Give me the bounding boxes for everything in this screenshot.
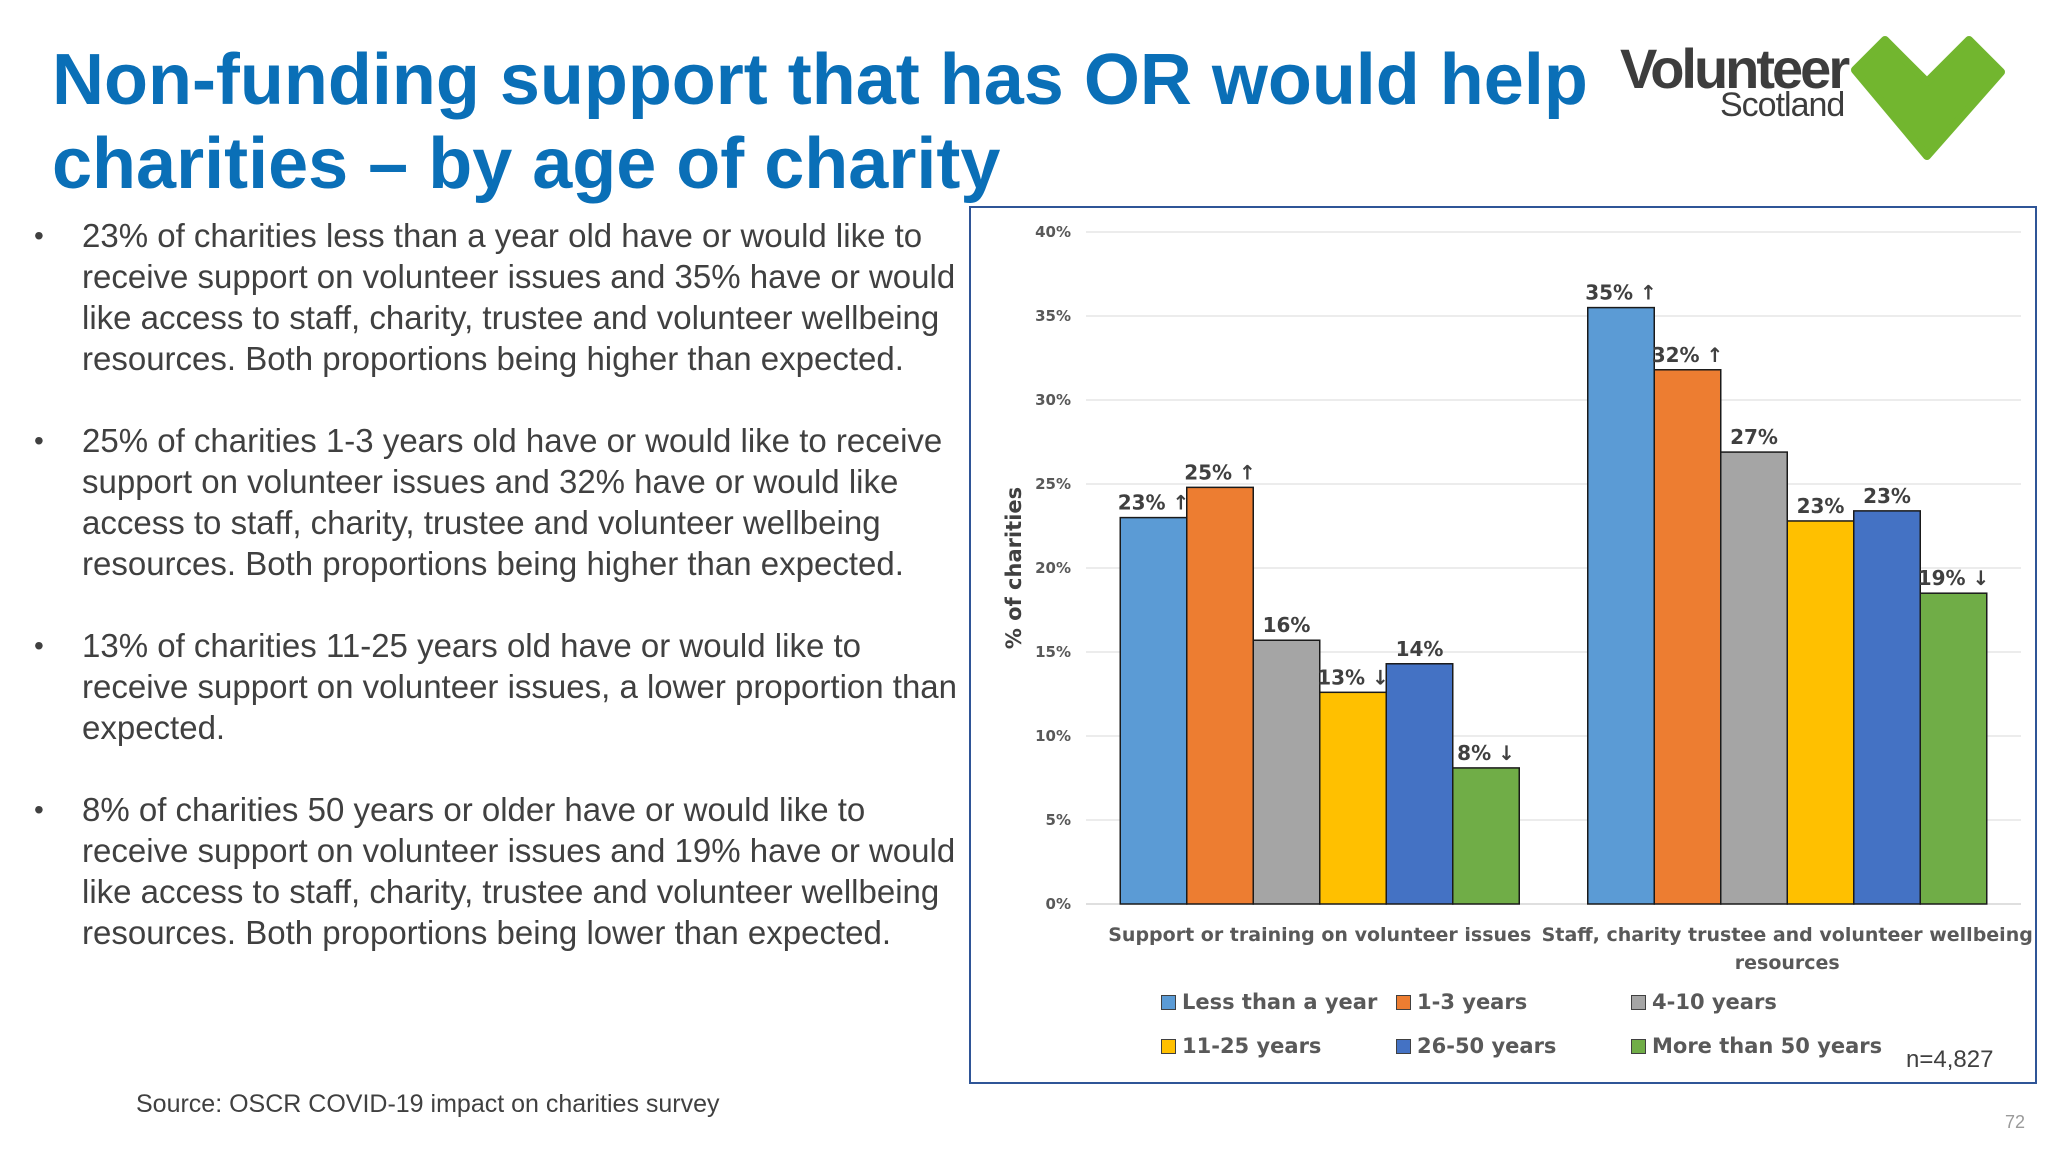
legend-label: More than 50 years <box>1652 1034 1883 1058</box>
legend-label: Less than a year <box>1182 990 1378 1014</box>
bullet-item: • 13% of charities 11-25 years old have o… <box>30 625 960 748</box>
bar <box>1252 639 1321 905</box>
y-tick-label: 20% <box>1035 559 1071 577</box>
y-tick-label: 5% <box>1046 811 1071 829</box>
bar <box>1720 451 1788 905</box>
legend-swatch <box>1631 1038 1646 1054</box>
chart-panel: 0% 5% 10% 15% 20% 25% 30% 35% 40% % of charities 2… <box>969 206 2037 1084</box>
data-label: 19% ↓ <box>1918 566 1990 590</box>
legend-swatch <box>1396 994 1411 1010</box>
y-tick-label: 0% <box>1046 895 1071 913</box>
data-label: 25% ↑ <box>1184 460 1256 484</box>
y-axis-label: % of charities <box>1002 487 1026 649</box>
bullet-item: • 8% of charities 50 years or older have … <box>30 789 960 953</box>
data-label: 13% ↓ <box>1317 665 1389 689</box>
page-number: 72 <box>2005 1112 2026 1132</box>
y-tick-label: 10% <box>1035 727 1071 745</box>
y-tick-label: 15% <box>1035 643 1071 661</box>
legend-swatch <box>1161 1038 1176 1054</box>
y-tick-label: 30% <box>1035 391 1071 409</box>
bullet-item: • 23% of charities less than a year old h… <box>30 215 960 379</box>
legend-label: 11-25 years <box>1182 1034 1322 1058</box>
bar <box>1919 592 1988 905</box>
data-label: 23% <box>1797 494 1845 518</box>
legend-item: 1-3 years <box>1396 990 1527 1014</box>
category-label: Support or training on volunteer issues <box>1108 924 1531 946</box>
y-tick-label: 25% <box>1035 475 1071 493</box>
bar <box>1587 306 1655 905</box>
bullet-text: 23% of charities less than a year old ha… <box>82 217 956 377</box>
bullet-item: • 25% of charities 1-3 years old have or … <box>30 420 960 584</box>
legend-label: 26-50 years <box>1417 1034 1557 1058</box>
data-label: 8% ↓ <box>1457 741 1515 765</box>
data-label: 14% <box>1396 637 1444 661</box>
bar <box>1653 369 1722 905</box>
bullet-marker: • <box>34 630 44 661</box>
logo-text-volunteer: Volunteer <box>1620 37 1850 100</box>
legend-swatch <box>1396 1038 1411 1054</box>
data-label: 27% <box>1730 425 1778 449</box>
data-label: 16% <box>1263 613 1311 637</box>
data-label: 35% ↑ <box>1585 281 1657 305</box>
heart-check-icon <box>1851 36 2005 160</box>
bar <box>1319 691 1387 905</box>
category-label: Staff, charity trustee and volunteer wel… <box>1542 924 2033 946</box>
bullet-list: • 23% of charities less than a year old h… <box>30 215 960 994</box>
source-note: Source: OSCR COVID-19 impact on charitie… <box>136 1090 720 1118</box>
bullet-text: 8% of charities 50 years or older have o… <box>82 791 956 951</box>
sample-size: n=4,827 <box>1906 1046 1994 1073</box>
y-tick-label: 35% <box>1035 307 1071 325</box>
page-title: Non-funding support that has OR would he… <box>52 40 1588 204</box>
bar <box>1452 767 1520 905</box>
bullet-marker: • <box>34 425 44 456</box>
bullet-text: 13% of charities 11-25 years old have or… <box>82 627 957 746</box>
bar <box>1119 516 1188 905</box>
bar-chart: 0% 5% 10% 15% 20% 25% 30% 35% 40% % of charities 2… <box>1002 223 2033 974</box>
y-tick-label: 40% <box>1035 223 1071 241</box>
volunteer-scotland-logo: Volunteer Scotland <box>1620 30 2020 165</box>
legend-item: 26-50 years <box>1396 1034 1556 1058</box>
legend-swatch <box>1161 994 1176 1010</box>
bullet-marker: • <box>34 794 44 825</box>
bar <box>1786 520 1855 905</box>
legend-label: 4-10 years <box>1652 990 1777 1014</box>
legend-item: 11-25 years <box>1161 1034 1321 1058</box>
legend-item: Less than a year <box>1161 990 1377 1014</box>
legend-swatch <box>1631 994 1646 1010</box>
legend-item: More than 50 years <box>1631 1034 1882 1058</box>
data-label: 23% <box>1863 484 1911 508</box>
data-label: 23% ↑ <box>1118 491 1190 515</box>
legend-item: 4-10 years <box>1631 990 1777 1014</box>
bullet-text: 25% of charities 1-3 years old have or w… <box>82 422 943 582</box>
bullet-marker: • <box>34 220 44 251</box>
bar <box>1385 663 1454 905</box>
legend-label: 1-3 years <box>1417 990 1528 1014</box>
category-label: resources <box>1735 952 1840 974</box>
data-label: 32% ↑ <box>1652 343 1724 367</box>
bar <box>1186 486 1254 905</box>
bar <box>1853 510 1921 905</box>
logo-text-scotland: Scotland <box>1720 86 1845 124</box>
